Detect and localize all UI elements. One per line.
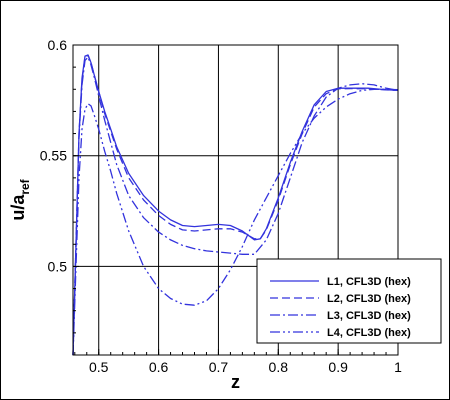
y-axis-label-main: u/a	[8, 194, 28, 221]
x-tick-label: 0.9	[328, 359, 348, 375]
x-tick-label: 1	[394, 359, 402, 375]
x-tick-label: 0.6	[149, 359, 169, 375]
legend: L1, CFL3D (hex) L2, CFL3D (hex) L3, CFL3D …	[256, 258, 442, 344]
y-axis-label-subscript: ref	[18, 178, 32, 194]
x-tick-label: 0.8	[269, 359, 289, 375]
x-axis-label: z	[231, 372, 240, 392]
legend-label: L4, CFL3D (hex)	[327, 327, 411, 339]
series-lines	[72, 54, 399, 356]
legend-label: L1, CFL3D (hex)	[327, 276, 411, 288]
y-tick-label: 0.5	[48, 258, 68, 274]
x-tick-label: 0.5	[89, 359, 109, 375]
legend-box	[256, 258, 442, 344]
legend-label: L2, CFL3D (hex)	[327, 293, 411, 305]
y-axis-label: u/aref	[8, 178, 32, 220]
series-line-4	[72, 88, 399, 356]
series-line-2	[72, 54, 399, 356]
legend-label: L3, CFL3D (hex)	[327, 310, 411, 322]
x-tick-label: 0.7	[209, 359, 229, 375]
series-line-3	[72, 56, 399, 356]
tick-labels: 0.5 0.6 0.7 0.8 0.9 1 0.5 0.55 0.6	[40, 37, 402, 375]
y-tick-label: 0.6	[48, 37, 68, 53]
ticks	[73, 44, 399, 355]
y-tick-label: 0.55	[40, 148, 67, 164]
